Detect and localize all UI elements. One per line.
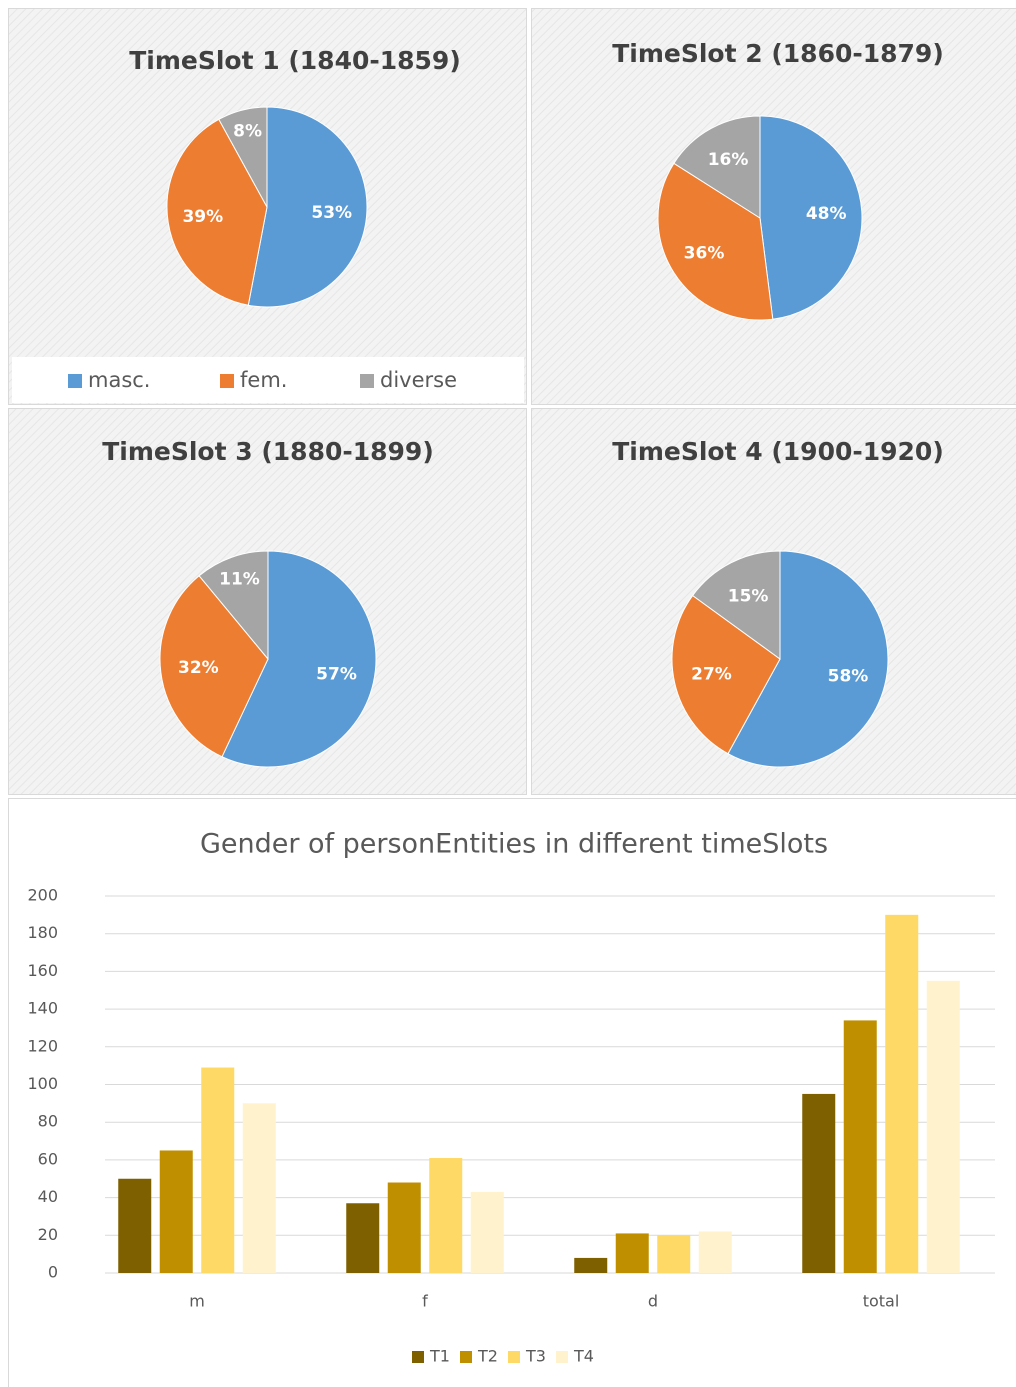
bar <box>346 1203 380 1273</box>
y-tick-label: 20 <box>38 1225 58 1244</box>
pie-slice <box>221 550 377 768</box>
pie-slice <box>166 118 268 306</box>
slice-label: 16% <box>708 150 749 170</box>
legend-swatch <box>412 1351 424 1363</box>
slice-label: 11% <box>219 570 260 590</box>
pie-slice <box>657 162 774 321</box>
pie-slice <box>198 550 269 661</box>
legend-area <box>12 357 524 403</box>
legend-swatch <box>68 374 82 388</box>
pie-title: TimeSlot 3 (1880-1899) <box>102 437 434 466</box>
bar <box>242 1103 276 1273</box>
legend-label: fem. <box>240 368 287 392</box>
slice-label: 57% <box>316 664 357 684</box>
x-tick-label: d <box>648 1292 658 1311</box>
pie-title: TimeSlot 2 (1860-1879) <box>612 39 944 68</box>
y-tick-label: 0 <box>48 1263 58 1282</box>
bar <box>926 980 960 1273</box>
y-tick-label: 40 <box>38 1187 58 1206</box>
pie-slice <box>673 115 761 219</box>
legend-swatch <box>360 374 374 388</box>
slice-label: 27% <box>691 664 732 684</box>
bar <box>159 1150 193 1273</box>
pie-slice <box>159 575 269 758</box>
x-tick-label: m <box>189 1292 205 1311</box>
bar <box>470 1191 504 1273</box>
bar <box>802 1093 836 1273</box>
legend-label: diverse <box>380 368 457 392</box>
legend-label: T3 <box>525 1347 546 1366</box>
bar <box>201 1067 235 1273</box>
bar <box>843 1020 877 1273</box>
bar <box>657 1235 691 1273</box>
y-tick-label: 200 <box>27 886 58 905</box>
slice-label: 39% <box>182 207 223 227</box>
slice-label: 32% <box>178 658 219 678</box>
legend-swatch <box>556 1351 568 1363</box>
pie-slice <box>691 550 781 660</box>
pie-title: TimeSlot 4 (1900-1920) <box>612 437 944 466</box>
pie-slice <box>671 594 781 755</box>
chart-title: Gender of personEntities in different ti… <box>200 829 828 860</box>
bar <box>387 1182 421 1273</box>
y-tick-label: 120 <box>27 1036 58 1055</box>
bar <box>698 1231 732 1273</box>
bar <box>429 1158 463 1273</box>
x-tick-label: total <box>863 1292 900 1311</box>
pie-slice <box>727 550 889 768</box>
y-tick-label: 160 <box>27 961 58 980</box>
pie-title: TimeSlot 1 (1840-1859) <box>129 46 461 75</box>
bar <box>615 1233 649 1273</box>
y-tick-label: 80 <box>38 1112 58 1131</box>
legend-swatch <box>460 1351 472 1363</box>
legend-label: T4 <box>573 1347 594 1366</box>
legend-label: masc. <box>88 368 151 392</box>
x-tick-label: f <box>422 1292 428 1311</box>
slice-label: 36% <box>684 244 725 264</box>
legend-label: T2 <box>477 1347 498 1366</box>
legend-swatch <box>220 374 234 388</box>
y-tick-label: 60 <box>38 1149 58 1168</box>
y-tick-label: 140 <box>27 999 58 1018</box>
y-tick-label: 100 <box>27 1074 58 1093</box>
bar <box>885 914 919 1273</box>
pie-slice <box>247 106 368 308</box>
legend-label: T1 <box>429 1347 450 1366</box>
slice-label: 48% <box>806 204 847 224</box>
slice-label: 58% <box>828 666 869 686</box>
pie-slice <box>759 115 863 320</box>
slice-label: 15% <box>728 586 769 606</box>
legend-swatch <box>508 1351 520 1363</box>
pie-slice <box>218 106 268 208</box>
bar <box>574 1257 608 1273</box>
y-tick-label: 180 <box>27 923 58 942</box>
slice-label: 53% <box>311 203 352 223</box>
slice-label: 8% <box>233 121 262 141</box>
bar <box>118 1178 152 1273</box>
